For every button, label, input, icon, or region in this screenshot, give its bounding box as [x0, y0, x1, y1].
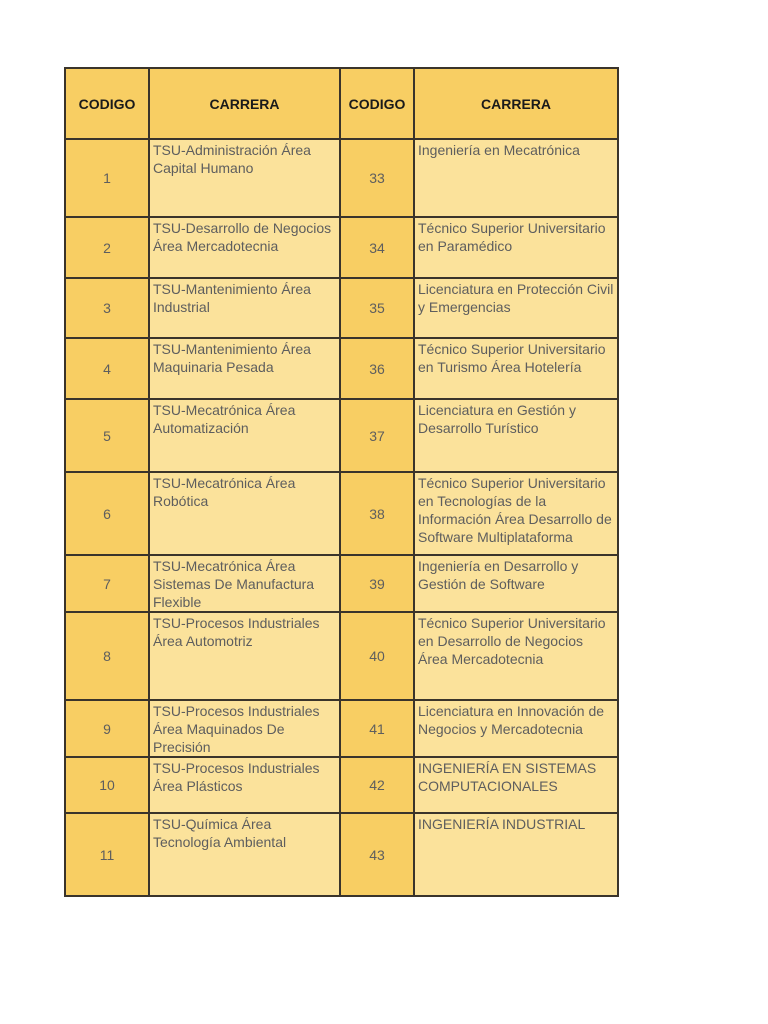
career-cell: Licenciatura en Gestión y Desarrollo Tur…	[413, 398, 619, 473]
table-row: 1 TSU-Administración Área Capital Humano…	[64, 138, 619, 218]
table-row: 9 TSU-Procesos Industriales Área Maquina…	[64, 699, 619, 758]
career-cell: TSU-Mecatrónica Área Sistemas De Manufac…	[148, 554, 341, 613]
careers-table: CODIGO CARRERA CODIGO CARRERA 1 TSU-Admi…	[64, 67, 619, 897]
career-cell: INGENIERÍA INDUSTRIAL	[413, 812, 619, 897]
career-cell: TSU-Mecatrónica Área Robótica	[148, 471, 341, 556]
code-cell: 43	[339, 812, 415, 897]
career-cell: INGENIERÍA EN SISTEMAS COMPUTACIONALES	[413, 756, 619, 814]
career-cell: Ingeniería en Desarrollo y Gestión de So…	[413, 554, 619, 613]
career-cell: TSU-Administración Área Capital Humano	[148, 138, 341, 218]
table-row: 10 TSU-Procesos Industriales Área Plásti…	[64, 756, 619, 814]
career-cell: TSU-Mantenimiento Área Industrial	[148, 277, 341, 339]
career-cell: Técnico Superior Universitario en Desarr…	[413, 611, 619, 701]
code-cell: 41	[339, 699, 415, 758]
table-row: 4 TSU-Mantenimiento Área Maquinaria Pesa…	[64, 337, 619, 400]
code-cell: 2	[64, 216, 150, 279]
code-cell: 10	[64, 756, 150, 814]
code-cell: 11	[64, 812, 150, 897]
header-row: CODIGO CARRERA CODIGO CARRERA	[64, 67, 619, 140]
career-cell: TSU-Procesos Industriales Área Plásticos	[148, 756, 341, 814]
code-cell: 8	[64, 611, 150, 701]
table-row: 7 TSU-Mecatrónica Área Sistemas De Manuf…	[64, 554, 619, 613]
code-cell: 39	[339, 554, 415, 613]
code-cell: 38	[339, 471, 415, 556]
code-cell: 5	[64, 398, 150, 473]
code-cell: 37	[339, 398, 415, 473]
code-cell: 7	[64, 554, 150, 613]
code-cell: 40	[339, 611, 415, 701]
career-cell: TSU-Mantenimiento Área Maquinaria Pesada	[148, 337, 341, 400]
table-row: 6 TSU-Mecatrónica Área Robótica 38 Técni…	[64, 471, 619, 556]
career-cell: TSU-Química Área Tecnología Ambiental	[148, 812, 341, 897]
code-cell: 6	[64, 471, 150, 556]
career-cell: TSU-Desarrollo de Negocios Área Mercadot…	[148, 216, 341, 279]
column-header-carrera-left: CARRERA	[148, 67, 341, 140]
code-cell: 42	[339, 756, 415, 814]
code-cell: 3	[64, 277, 150, 339]
career-cell: Ingeniería en Mecatrónica	[413, 138, 619, 218]
career-cell: Técnico Superior Universitario en Paramé…	[413, 216, 619, 279]
table-row: 8 TSU-Procesos Industriales Área Automot…	[64, 611, 619, 701]
table-row: 5 TSU-Mecatrónica Área Automatización 37…	[64, 398, 619, 473]
career-cell: Licenciatura en Protección Civil y Emerg…	[413, 277, 619, 339]
table-row: 2 TSU-Desarrollo de Negocios Área Mercad…	[64, 216, 619, 279]
code-cell: 34	[339, 216, 415, 279]
career-cell: TSU-Mecatrónica Área Automatización	[148, 398, 341, 473]
code-cell: 33	[339, 138, 415, 218]
code-cell: 36	[339, 337, 415, 400]
column-header-carrera-right: CARRERA	[413, 67, 619, 140]
table-row: 11 TSU-Química Área Tecnología Ambiental…	[64, 812, 619, 897]
code-cell: 9	[64, 699, 150, 758]
column-header-codigo-right: CODIGO	[339, 67, 415, 140]
column-header-codigo-left: CODIGO	[64, 67, 150, 140]
code-cell: 4	[64, 337, 150, 400]
code-cell: 1	[64, 138, 150, 218]
career-cell: Técnico Superior Universitario en Turism…	[413, 337, 619, 400]
career-cell: TSU-Procesos Industriales Área Maquinado…	[148, 699, 341, 758]
career-cell: Técnico Superior Universitario en Tecnol…	[413, 471, 619, 556]
career-cell: Licenciatura en Innovación de Negocios y…	[413, 699, 619, 758]
code-cell: 35	[339, 277, 415, 339]
table-row: 3 TSU-Mantenimiento Área Industrial 35 L…	[64, 277, 619, 339]
career-cell: TSU-Procesos Industriales Área Automotri…	[148, 611, 341, 701]
